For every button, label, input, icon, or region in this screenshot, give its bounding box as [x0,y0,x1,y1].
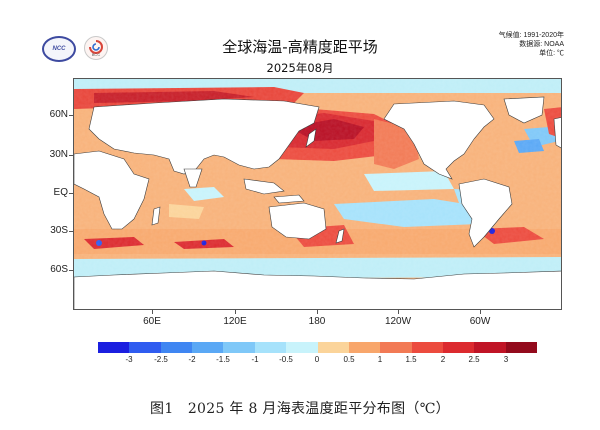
colorbar-label: -1.5 [216,355,230,364]
lon-tick [235,310,236,314]
lon-tick [152,310,153,314]
colorbar-label: 3 [503,355,509,364]
lat-tick [69,231,73,232]
lon-label-60w: 60W [469,316,491,327]
colorbar-segment [223,342,255,353]
colorbar-segment [98,342,130,353]
colorbar-label: -2.5 [154,355,168,364]
colorbar-segment [474,342,506,353]
colorbar-segment [192,342,224,353]
colorbar-label: 0 [314,355,320,364]
colorbar-label: -3 [125,355,133,364]
colorbar-segment [348,342,381,353]
map-subtitle: 2025年08月 [266,61,334,75]
lat-tick [69,155,73,156]
sst-anomaly-map [73,78,562,310]
lon-label-120w: 120W [384,316,412,327]
colorbar-label: 2 [440,355,446,364]
logo-group: NCC BCC [42,36,108,62]
data-source-label: 数据源: NOAA [519,41,564,48]
lon-label-180: 180 [308,316,326,327]
colorbar-segment [129,342,161,353]
colorbar-label: 2.5 [468,355,480,364]
map-title: 全球海温-高精度距平场 [222,38,378,56]
colorbar-segment [380,342,412,353]
metadata-block: 气候值: 1991-2020年 数据源: NOAA 单位: ℃ [499,31,564,58]
map-canvas [74,79,561,309]
colorbar-label: -1 [251,355,259,364]
colorbar-label: 0.5 [343,355,355,364]
lat-label-eq: EQ [53,187,68,198]
colorbar-label: 1.5 [405,355,417,364]
lon-label-120e: 120E [223,316,247,327]
colorbar-segment [505,342,538,353]
ncc-logo: NCC [42,36,76,62]
colorbar-label: -0.5 [279,355,293,364]
colorbar-segment [411,342,443,353]
colorbar-segment [442,342,475,353]
unit-label: 单位: ℃ [539,50,564,57]
lat-label-60s: 60S [50,264,68,275]
lon-label-60e: 60E [143,316,161,327]
colorbar-label: 1 [377,355,383,364]
lat-label-30s: 30S [50,225,68,236]
bcc-swirl-icon: BCC [89,40,103,57]
lon-tick [317,310,318,314]
colorbar-segment [254,342,287,353]
colorbar-segment [160,342,193,353]
lat-tick [69,115,73,116]
lat-label-30n: 30N [49,149,68,160]
figure-caption: 图1 2025 年 8 月海表温度距平分布图（℃） [150,401,450,417]
lat-tick [69,193,73,194]
colorbar-segment [286,342,318,353]
colorbar-label: -2 [188,355,196,364]
bcc-logo: BCC [84,36,108,60]
climatology-label: 气候值: 1991-2020年 [498,32,564,39]
lon-tick [398,310,399,314]
colorbar-segment [317,342,349,353]
lat-tick [69,270,73,271]
lon-tick [480,310,481,314]
svg-text:BCC: BCC [92,52,101,57]
lat-label-60n: 60N [49,109,68,120]
colorbar [98,342,538,353]
